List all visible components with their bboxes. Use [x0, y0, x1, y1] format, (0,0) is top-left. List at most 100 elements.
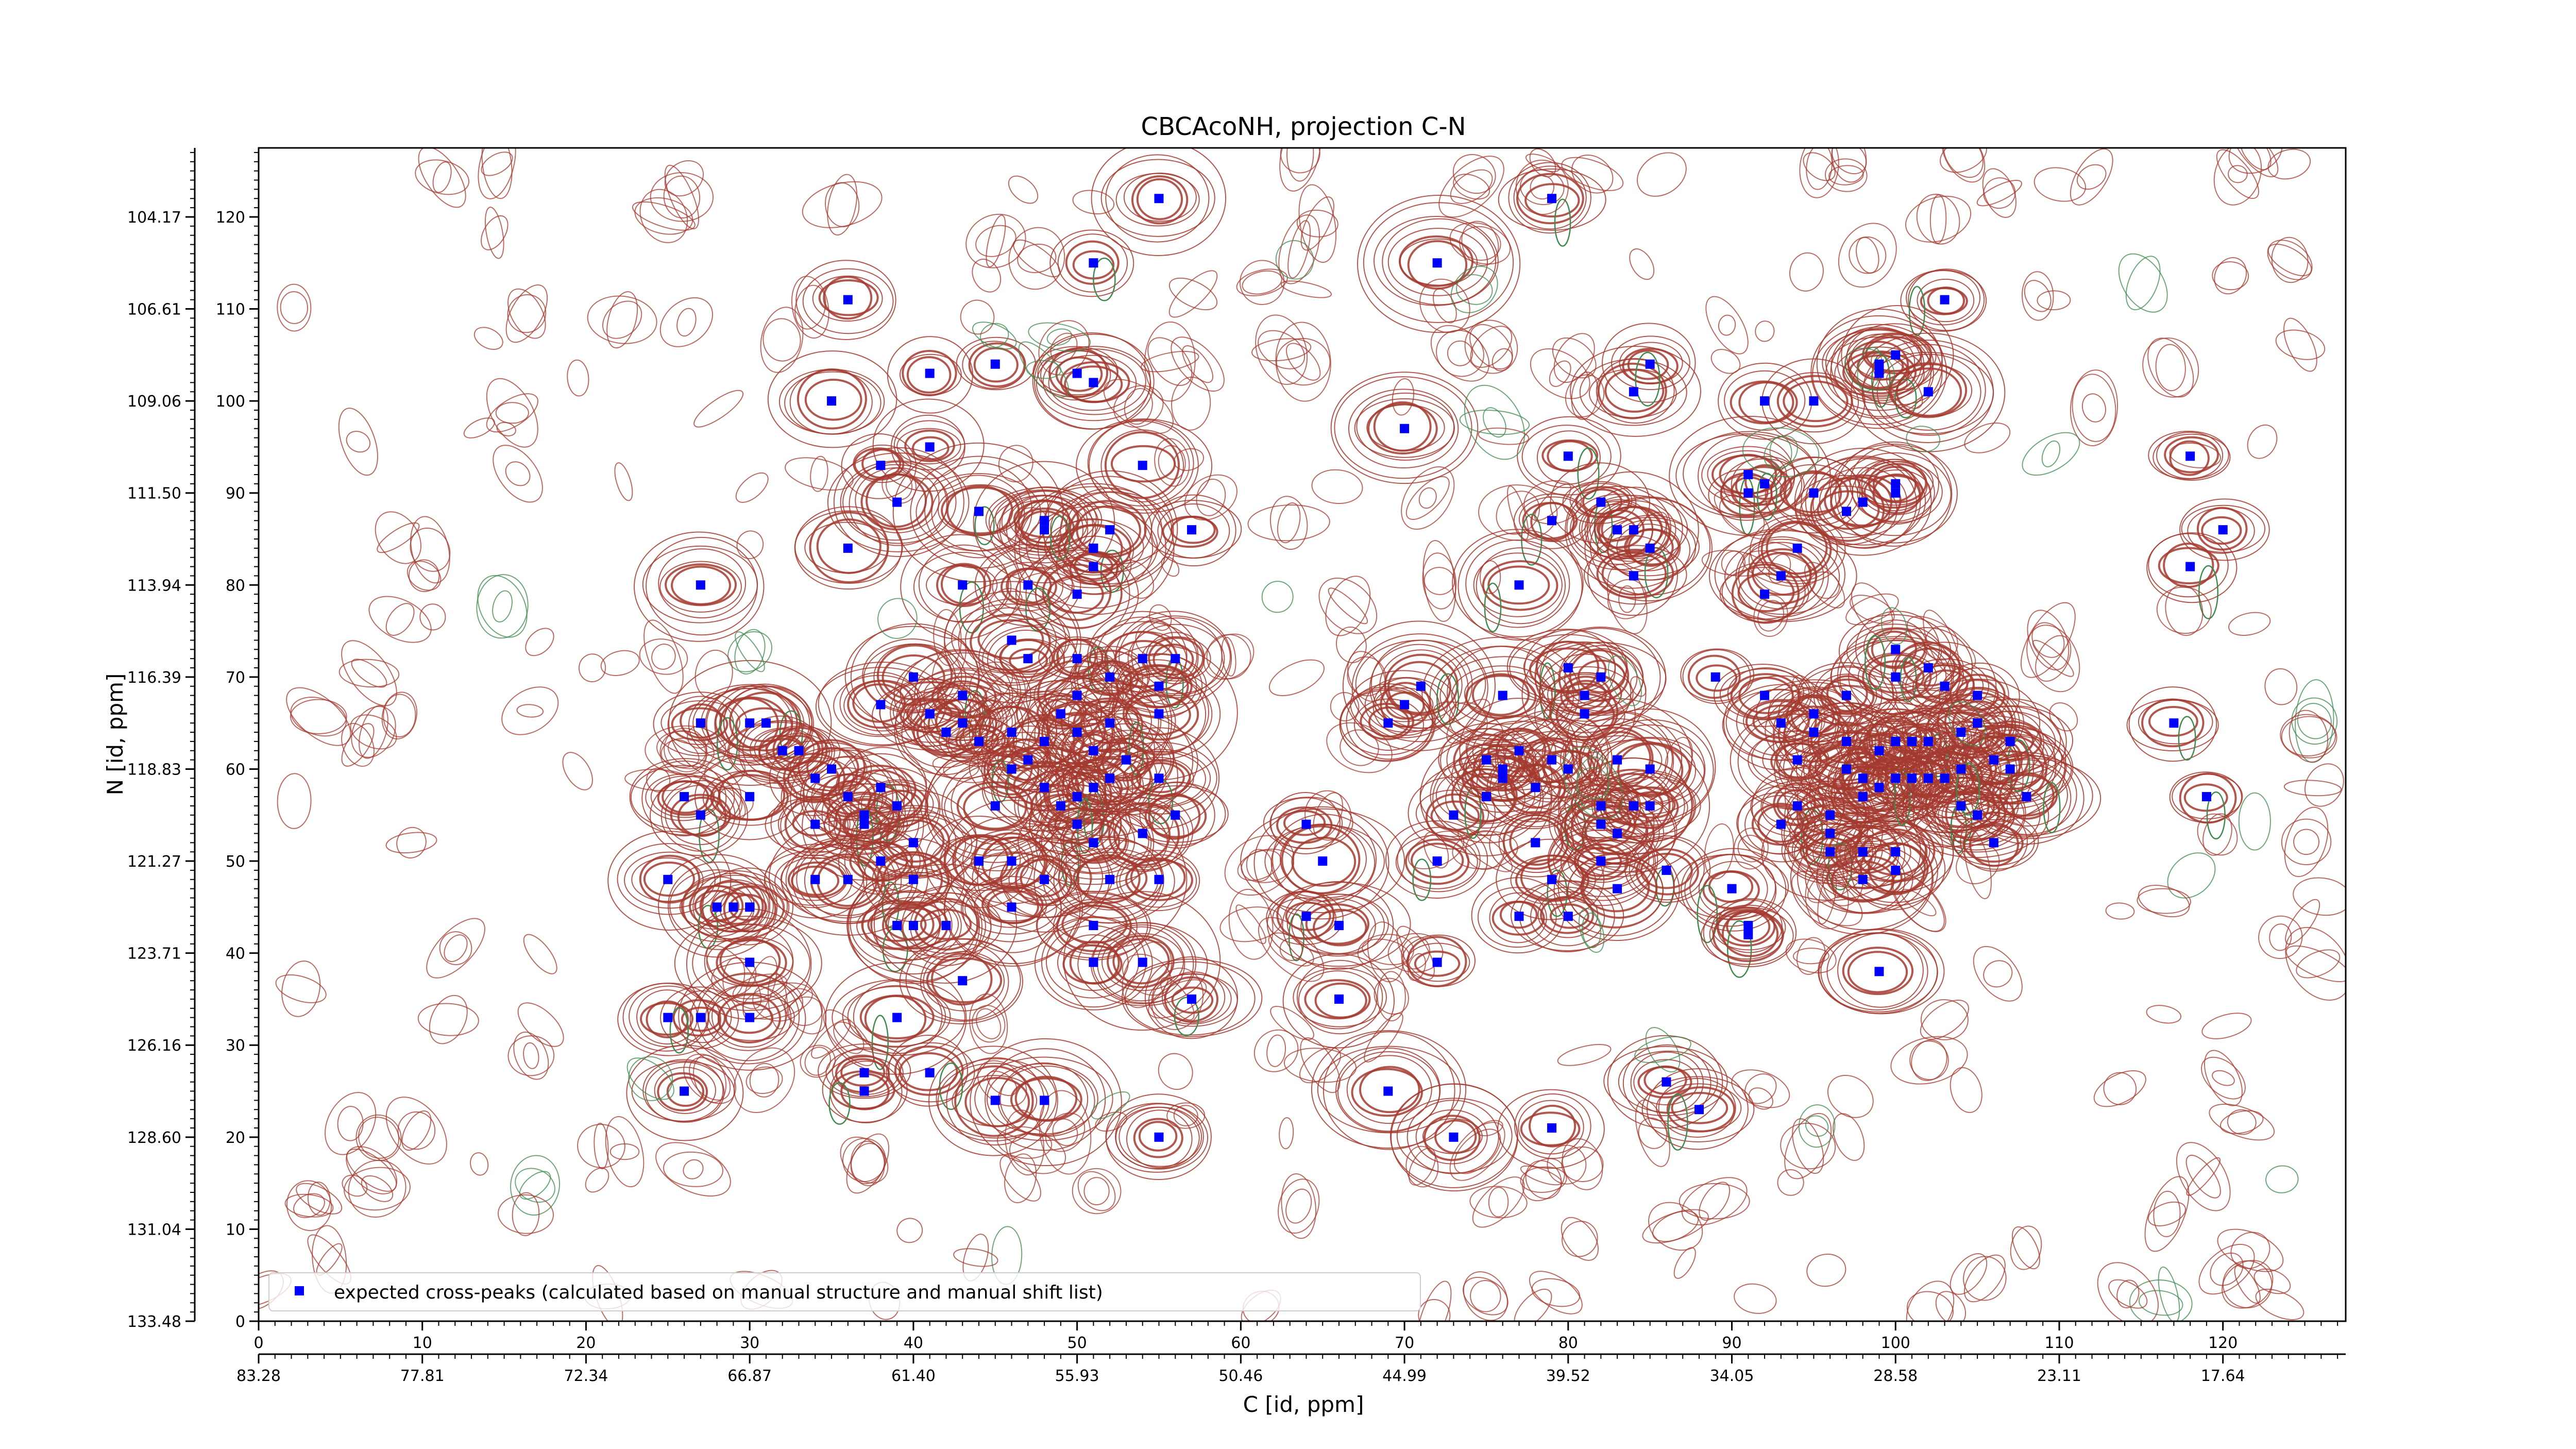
noise-contour [1710, 349, 1741, 374]
x-index-tick-label: 10 [413, 1334, 432, 1352]
noise-contour [1565, 374, 1605, 417]
peak-contour [1581, 768, 1685, 844]
noise-contour [1785, 938, 1837, 973]
noise-contour [2220, 1110, 2264, 1134]
noise-contour [1764, 435, 1798, 469]
y-ppm-tick-label: 131.04 [127, 1221, 181, 1239]
cross-peak-marker [745, 718, 755, 728]
peak-contour [1032, 332, 1151, 430]
peak-contour [1148, 636, 1205, 680]
peak-contour [1091, 148, 1227, 256]
cross-peak-marker [1760, 589, 1770, 599]
noise-contour [689, 1057, 731, 1101]
peak-contour [835, 798, 895, 833]
noise-contour [1520, 1165, 1562, 1186]
peak-contour [1976, 754, 2077, 835]
noise-contour [2125, 256, 2161, 311]
noise-contour [1529, 1271, 1583, 1315]
noise-contour [745, 1066, 783, 1094]
noise-contour [1648, 1202, 1703, 1251]
peak-contour [2146, 532, 2238, 603]
negative-contour [1908, 285, 1926, 336]
x-ppm-tick-label: 28.58 [1873, 1367, 1918, 1385]
cross-peak-marker [1056, 709, 1065, 719]
noise-contour [1916, 193, 1960, 245]
peak-contour [1162, 515, 1218, 548]
peak-contour [1471, 673, 1530, 716]
peak-contour [1812, 324, 1943, 425]
y-index-tick-label: 70 [226, 669, 245, 687]
peak-contour [1776, 375, 1853, 428]
noise-contour [1357, 934, 1414, 970]
peak-contour [1283, 810, 1326, 836]
noise-contour [986, 214, 1006, 267]
noise-contour [660, 737, 706, 768]
noise-contour [1849, 236, 1887, 274]
peak-contour [1888, 364, 1973, 417]
peak-contour [1635, 848, 1699, 896]
noise-contour [1929, 194, 1947, 244]
cross-peak-marker [1056, 801, 1065, 811]
cross-peak-marker [1089, 921, 1098, 931]
noise-contour [513, 1031, 549, 1080]
legend: expected cross-peaks (calculated based o… [268, 1272, 1421, 1311]
noise-contour [1052, 1118, 1078, 1147]
peak-contour [657, 780, 715, 816]
peak-contour [1701, 906, 1794, 965]
noise-contour [1885, 759, 1903, 795]
cross-peak-marker [1334, 994, 1344, 1004]
noise-contour [1275, 240, 1314, 280]
peak-contour [1414, 950, 1461, 977]
noise-contour [1452, 831, 1518, 869]
peak-contour [1148, 793, 1201, 840]
peak-contour [728, 721, 833, 782]
cross-peak-marker [974, 856, 984, 866]
noise-contour [2293, 829, 2320, 855]
noise-contour [713, 786, 746, 820]
noise-contour [2165, 584, 2204, 636]
noise-contour [1285, 1188, 1312, 1224]
peak-contour [1282, 881, 1394, 970]
noise-contour [1066, 783, 1083, 805]
peak-contour [1125, 858, 1193, 901]
noise-contour [1755, 321, 1775, 342]
peak-contour [1748, 730, 1850, 791]
peak-contour [1089, 419, 1199, 511]
noise-contour [1948, 701, 1986, 746]
noise-contour [704, 755, 746, 788]
peak-contour [1076, 418, 1213, 514]
noise-contour [2213, 148, 2262, 206]
noise-contour [1184, 474, 1238, 521]
peak-contour [1367, 403, 1438, 454]
noise-contour [1924, 626, 1958, 661]
noise-contour [2020, 602, 2076, 678]
cross-peak-marker [1547, 194, 1557, 204]
noise-contour [1791, 675, 1826, 732]
cross-peak-marker [1940, 773, 1950, 783]
peak-contour [1311, 1030, 1467, 1149]
cross-peak-marker [1007, 764, 1016, 774]
noise-contour [1004, 1153, 1037, 1204]
peak-contour [1495, 709, 1613, 810]
cross-peak-marker [1007, 635, 1016, 645]
noise-contour [2280, 714, 2337, 759]
cross-peak-marker [892, 801, 902, 811]
noise-contour [1909, 1040, 1949, 1081]
noise-contour [1964, 422, 2011, 453]
peak-contour [1407, 240, 1468, 290]
noise-contour [281, 961, 321, 1017]
peak-contour [1717, 906, 1776, 947]
noise-contour [495, 402, 529, 424]
peak-contour [1880, 627, 1973, 707]
y-index-tick-label: 50 [226, 853, 245, 871]
noise-contour [1235, 904, 1266, 945]
noise-contour [663, 1151, 723, 1187]
noise-contour [794, 284, 826, 330]
cross-peak-marker [1481, 792, 1491, 802]
cross-peak-marker [1891, 350, 1901, 360]
cross-peak-marker [1841, 736, 1851, 746]
peak-contour [1389, 1083, 1518, 1188]
noise-contour [419, 603, 446, 631]
peak-contour [2126, 699, 2219, 752]
noise-contour [1567, 717, 1609, 773]
